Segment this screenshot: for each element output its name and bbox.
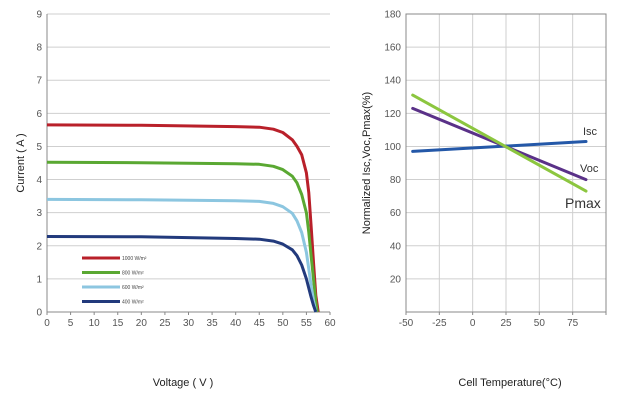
x-tick-label: 15	[112, 318, 124, 329]
y-tick-label: 2	[36, 241, 42, 252]
y-tick-label: 3	[36, 208, 42, 219]
series-line-0	[411, 140, 588, 153]
x-tick-label: 50	[534, 318, 546, 329]
y-axis-title: Normalized Isc,Voc,Pmax(%)	[361, 92, 373, 234]
legend-label-0: 1000 W/m²	[122, 256, 147, 262]
x-tick-label: 10	[89, 318, 101, 329]
y-axis-title: Current ( A )	[15, 133, 27, 192]
x-tick-label: 25	[159, 318, 171, 329]
y-tick-label: 80	[390, 175, 402, 186]
y-tick-label: 7	[36, 76, 42, 87]
y-tick-label: 8	[36, 43, 42, 54]
temperature-coefficient-chart: 20 40 60 80 100 120 140 160 180 -50 -25 0 25 50 75 Isc V…	[361, 10, 607, 389]
x-tick-label: -50	[399, 318, 414, 329]
series-line-1	[46, 160, 319, 313]
x-tick-label: 60	[324, 318, 336, 329]
y-tick-label: 4	[36, 175, 42, 186]
x-axis-title: Cell Temperature(°C)	[458, 377, 561, 389]
x-tick-label: 30	[183, 318, 195, 329]
y-tick-label: 5	[36, 142, 42, 153]
y-tick-label: 180	[384, 10, 401, 21]
legend-label-3: 400 W/m²	[122, 300, 144, 306]
series-line-3	[46, 235, 318, 313]
y-tick-label: 20	[390, 274, 402, 285]
legend-label-1: 800 W/m²	[122, 271, 144, 277]
y-tick-label: 40	[390, 241, 402, 252]
y-tick-label: 160	[384, 43, 401, 54]
x-tick-label: 40	[230, 318, 242, 329]
y-tick-label: 100	[384, 142, 401, 153]
series-label-0: Isc	[583, 126, 598, 138]
x-tick-label: -25	[432, 318, 447, 329]
series-label-2: Pmax	[565, 195, 601, 211]
x-tick-label: 50	[277, 318, 289, 329]
x-tick-label: 35	[207, 318, 219, 329]
x-axis-title: Voltage ( V )	[153, 377, 214, 389]
x-tick-label: 5	[68, 318, 74, 329]
x-tick-label: 45	[254, 318, 266, 329]
series-label-1: Voc	[580, 163, 599, 175]
x-tick-label: 0	[470, 318, 476, 329]
y-tick-label: 1	[36, 274, 42, 285]
x-tick-label: 0	[44, 318, 50, 329]
x-tick-label: 55	[301, 318, 313, 329]
series-line-2	[46, 197, 318, 313]
legend-label-2: 600 W/m²	[122, 285, 144, 291]
x-tick-label: 75	[567, 318, 579, 329]
y-tick-label: 60	[390, 208, 402, 219]
y-tick-label: 0	[36, 308, 42, 319]
y-tick-label: 140	[384, 76, 401, 87]
y-tick-label: 6	[36, 109, 42, 120]
y-tick-label: 9	[36, 10, 42, 21]
series-line-0	[46, 123, 320, 313]
series-line-2	[411, 93, 588, 193]
y-tick-label: 120	[384, 109, 401, 120]
x-tick-label: 25	[500, 318, 512, 329]
x-tick-label: 20	[136, 318, 148, 329]
